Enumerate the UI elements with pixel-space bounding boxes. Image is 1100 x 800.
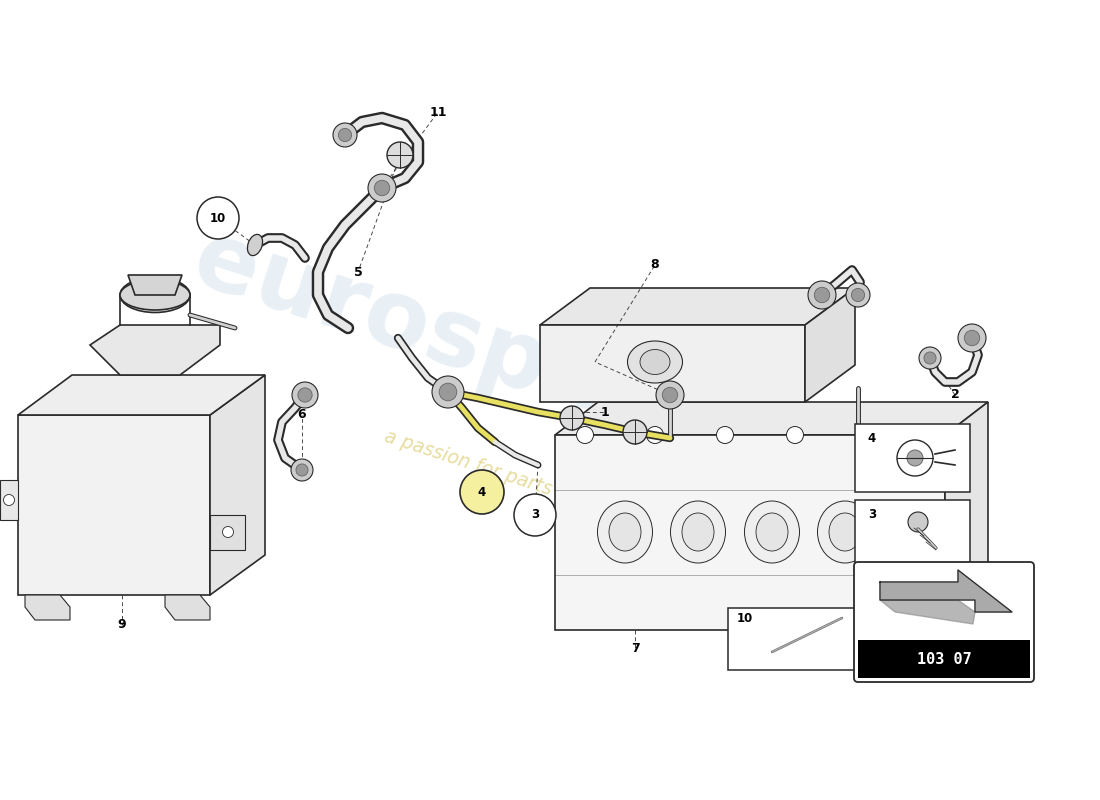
Circle shape xyxy=(292,459,313,481)
Circle shape xyxy=(647,426,663,443)
Circle shape xyxy=(786,426,803,443)
Circle shape xyxy=(857,426,873,443)
Circle shape xyxy=(439,383,456,401)
Polygon shape xyxy=(0,480,18,520)
Text: 2: 2 xyxy=(950,389,959,402)
Text: 3: 3 xyxy=(868,507,876,521)
Circle shape xyxy=(908,450,923,466)
Text: 6: 6 xyxy=(298,409,306,422)
Polygon shape xyxy=(880,570,1012,612)
Circle shape xyxy=(965,330,980,346)
Polygon shape xyxy=(165,595,210,620)
Polygon shape xyxy=(858,640,1030,678)
Circle shape xyxy=(374,180,389,196)
Text: 1: 1 xyxy=(601,406,609,418)
Circle shape xyxy=(908,512,928,532)
Text: eurospares: eurospares xyxy=(182,214,779,486)
Ellipse shape xyxy=(248,234,263,256)
Polygon shape xyxy=(556,402,988,435)
Ellipse shape xyxy=(120,280,190,310)
Text: 4: 4 xyxy=(477,486,486,498)
Polygon shape xyxy=(945,402,988,630)
FancyBboxPatch shape xyxy=(728,608,856,670)
Circle shape xyxy=(333,123,358,147)
Ellipse shape xyxy=(829,513,861,551)
Circle shape xyxy=(924,352,936,364)
Polygon shape xyxy=(90,325,220,375)
Circle shape xyxy=(292,382,318,408)
Circle shape xyxy=(368,174,396,202)
Circle shape xyxy=(851,288,865,302)
Circle shape xyxy=(662,387,678,402)
Circle shape xyxy=(896,440,933,476)
Text: 11: 11 xyxy=(429,106,447,118)
Ellipse shape xyxy=(640,350,670,374)
Text: 7: 7 xyxy=(630,642,639,654)
Circle shape xyxy=(716,426,734,443)
Circle shape xyxy=(560,406,584,430)
Polygon shape xyxy=(805,288,855,402)
Polygon shape xyxy=(128,275,182,295)
Circle shape xyxy=(298,388,312,402)
Polygon shape xyxy=(880,600,975,624)
Circle shape xyxy=(197,197,239,239)
FancyBboxPatch shape xyxy=(854,562,1034,682)
Circle shape xyxy=(918,347,940,369)
Circle shape xyxy=(846,283,870,307)
Circle shape xyxy=(339,128,352,142)
Ellipse shape xyxy=(745,501,800,563)
Text: 9: 9 xyxy=(118,618,127,631)
Polygon shape xyxy=(18,415,210,595)
Circle shape xyxy=(432,376,464,408)
Ellipse shape xyxy=(756,513,788,551)
Circle shape xyxy=(920,426,936,443)
Ellipse shape xyxy=(817,501,872,563)
Text: 103 07: 103 07 xyxy=(916,653,971,667)
Polygon shape xyxy=(556,435,945,630)
Circle shape xyxy=(296,464,308,476)
Circle shape xyxy=(576,426,594,443)
Ellipse shape xyxy=(597,501,652,563)
Circle shape xyxy=(387,142,412,168)
Text: a passion for parts since 1985: a passion for parts since 1985 xyxy=(383,427,658,533)
Text: 3: 3 xyxy=(531,509,539,522)
Ellipse shape xyxy=(671,501,726,563)
Polygon shape xyxy=(210,375,265,595)
Ellipse shape xyxy=(682,513,714,551)
Text: 10: 10 xyxy=(737,611,754,625)
Polygon shape xyxy=(540,288,855,325)
Circle shape xyxy=(656,381,684,409)
Text: 8: 8 xyxy=(651,258,659,271)
Text: 5: 5 xyxy=(353,266,362,278)
Polygon shape xyxy=(210,515,245,550)
Circle shape xyxy=(460,470,504,514)
Polygon shape xyxy=(540,325,805,402)
Ellipse shape xyxy=(120,278,190,313)
Ellipse shape xyxy=(896,513,928,551)
FancyBboxPatch shape xyxy=(855,500,970,568)
Circle shape xyxy=(808,281,836,309)
Circle shape xyxy=(623,420,647,444)
FancyBboxPatch shape xyxy=(855,424,970,492)
Ellipse shape xyxy=(627,341,682,383)
Text: 4: 4 xyxy=(868,431,876,445)
Ellipse shape xyxy=(609,513,641,551)
Circle shape xyxy=(814,287,829,302)
Circle shape xyxy=(3,494,14,506)
Text: 10: 10 xyxy=(210,211,227,225)
Polygon shape xyxy=(25,595,70,620)
Circle shape xyxy=(514,494,556,536)
Polygon shape xyxy=(18,375,265,415)
Circle shape xyxy=(222,526,233,538)
Ellipse shape xyxy=(884,501,939,563)
Circle shape xyxy=(958,324,986,352)
